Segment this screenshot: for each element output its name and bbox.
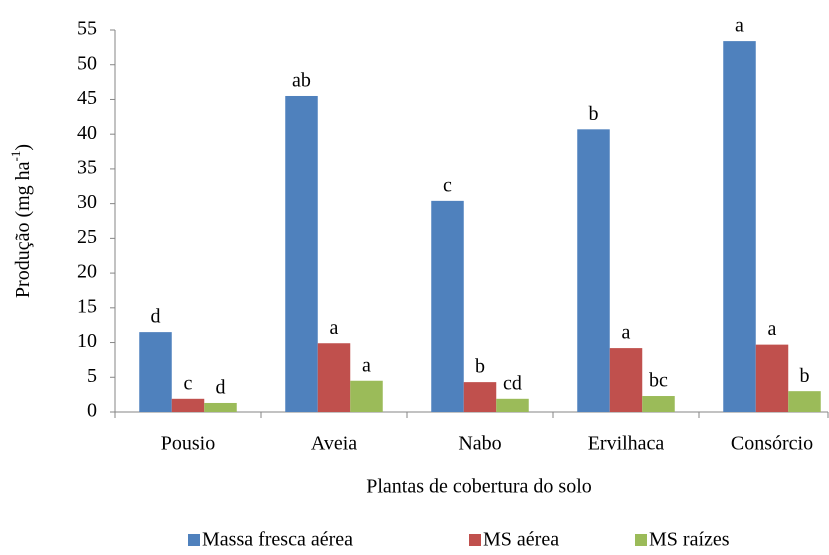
bar-letter: c [184,372,193,394]
bar-letter: a [330,317,339,339]
legend-label: Massa fresca aérea [202,529,353,551]
bar [171,398,205,412]
y-tick-label: 50 [77,52,97,74]
bar [496,398,529,412]
y-axis-label-end: ) [12,144,34,151]
bar [204,402,237,412]
y-tick-label: 25 [77,226,97,248]
bar-letter: b [589,103,599,125]
bar [285,95,318,413]
y-tick-label: 55 [77,18,97,40]
y-tick-label: 10 [77,330,97,352]
y-axis-label-sup: -1 [8,151,23,162]
bar-letter: a [768,318,777,340]
bar [642,396,675,412]
bar-letter: d [216,377,226,399]
legend-swatch [188,534,200,546]
bar [463,382,497,412]
y-axis-label-text: Produção (mg ha [12,161,34,298]
bar [723,41,756,412]
legend-label: MS aérea [483,529,559,551]
bar-letter: a [735,15,744,37]
x-tick-label: Pousio [161,433,215,455]
y-tick-label: 40 [77,122,97,144]
bar-letter: c [443,174,452,196]
bar [350,380,383,412]
y-tick-label: 45 [77,87,97,109]
y-tick-label: 15 [77,295,97,317]
y-tick-label: 0 [87,400,97,422]
x-tick-label: Aveia [311,433,357,455]
y-tick-label: 30 [77,191,97,213]
bar-letter: bc [649,370,668,392]
bar [577,129,610,412]
y-tick-label: 5 [87,365,97,387]
bar [609,348,643,412]
y-axis-label: Produção (mg ha-1) [8,144,34,298]
x-axis-label: Plantas de cobertura do solo [366,476,592,498]
bar-letter: cd [503,372,522,394]
bar [431,200,464,412]
bar-letter: b [800,365,810,387]
x-tick-label: Consórcio [731,433,813,455]
legend-label: MS raízes [649,529,730,551]
y-tick-label: 35 [77,157,97,179]
bar-letter: b [475,356,485,378]
x-tick-label: Nabo [458,433,501,455]
bar [317,343,351,412]
bar-letter: ab [292,70,311,92]
legend-swatch [635,534,647,546]
bar-letter: a [362,354,371,376]
bar [139,332,172,412]
bar [755,344,789,412]
bar-letter: d [151,306,161,328]
bar-letter: a [622,322,631,344]
legend-swatch [469,534,481,546]
x-tick-label: Ervilhaca [588,433,665,455]
bar [788,391,821,412]
y-tick-label: 20 [77,261,97,283]
